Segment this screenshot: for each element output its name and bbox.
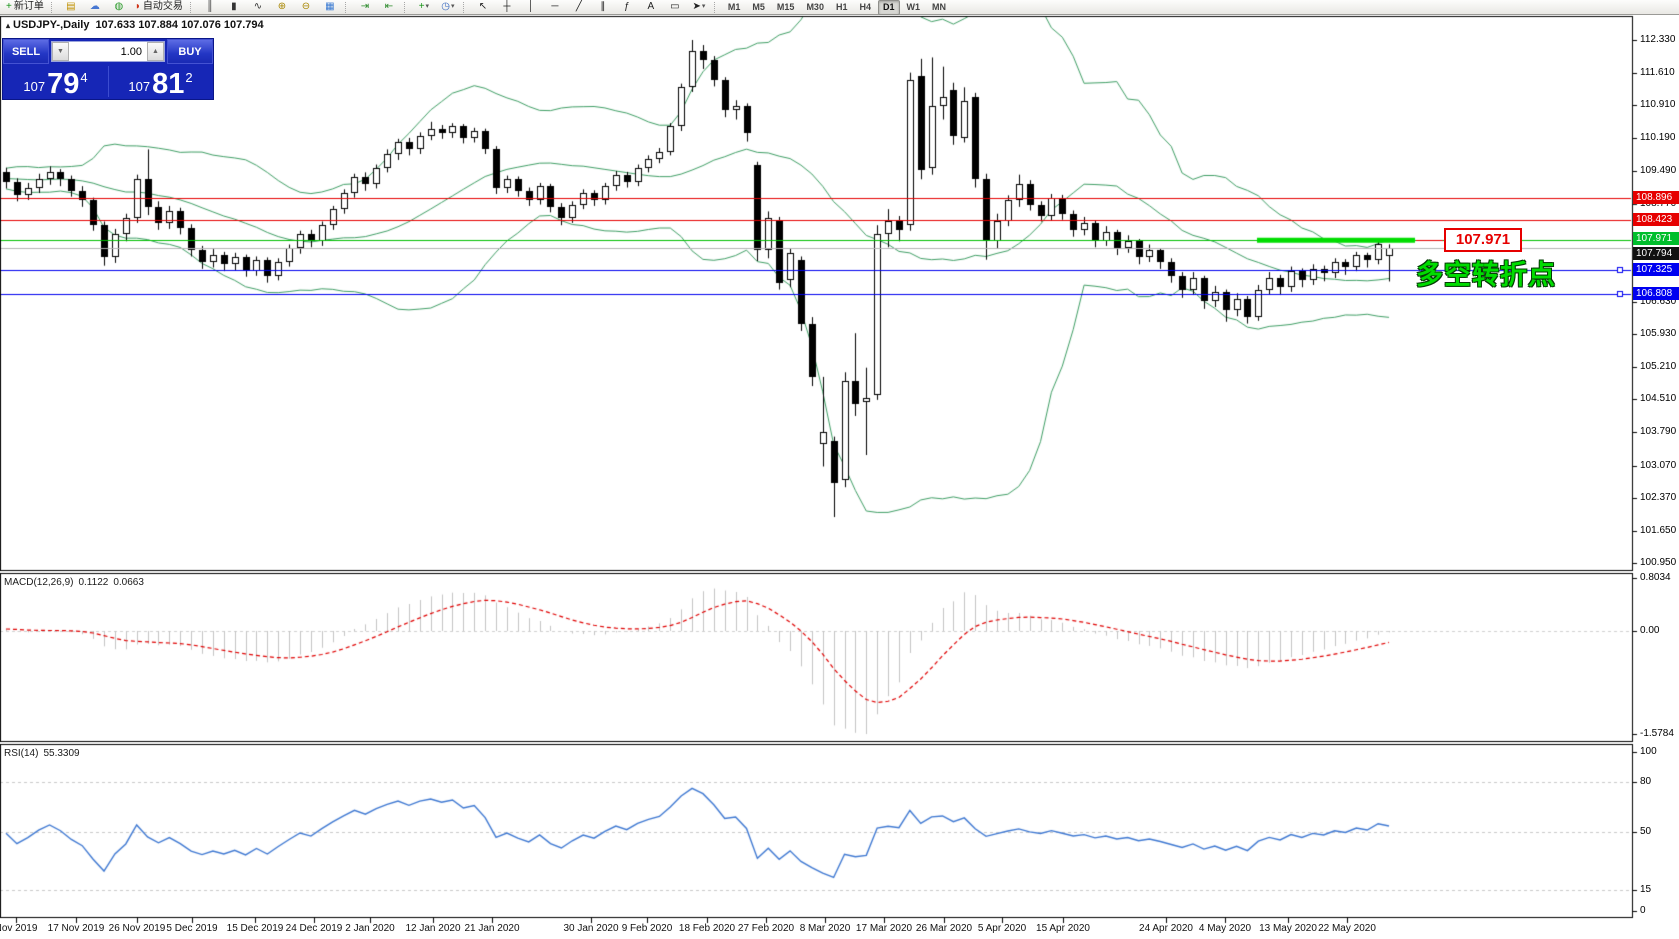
chart-shift-icon: ⇤ <box>384 1 394 12</box>
sell-price-prefix: 107 <box>23 79 46 94</box>
buy-button[interactable]: BUY <box>167 39 213 64</box>
fibonacci-icon: ƒ <box>624 1 630 12</box>
trendline-icon: ╱ <box>575 1 582 12</box>
periods-icon: ◷ <box>441 1 450 12</box>
sell-price[interactable]: 107 79 4 <box>3 64 108 99</box>
zoom-out-button[interactable]: ⊖ <box>295 0 317 15</box>
timeframe-d1[interactable]: D1 <box>877 0 900 15</box>
arrows-icon: ➤ <box>692 1 701 12</box>
volume-decrease-button[interactable]: ▼ <box>52 42 69 61</box>
toolbar-separator <box>50 1 56 13</box>
auto-scroll-button[interactable]: ⇥ <box>354 0 376 15</box>
text-icon: A <box>647 1 655 12</box>
chart-shift-button[interactable]: ⇤ <box>378 0 400 15</box>
timeframe-m30[interactable]: M30 <box>806 2 824 12</box>
timeframe-m15[interactable]: M15 <box>776 2 795 12</box>
timeframe-m5[interactable]: M5 <box>752 2 765 12</box>
cursor-button[interactable]: ↖ <box>472 0 494 15</box>
text-label-button[interactable]: ▭ <box>664 0 686 15</box>
indicators-button[interactable]: + ▾ <box>413 0 435 15</box>
crosshair-icon: ┼ <box>503 1 511 12</box>
periods-button[interactable]: ◷ ▾ <box>437 0 459 15</box>
zoom-out-icon: ⊖ <box>301 1 311 12</box>
chevron-down-icon: ▾ <box>425 3 430 10</box>
volume-input[interactable]: 1.00 <box>120 45 142 58</box>
toolbar-separator <box>462 1 468 13</box>
buy-price-big: 81 <box>152 68 185 100</box>
trendline-button[interactable]: ╱ <box>568 0 590 15</box>
equidistant-channel-button[interactable]: ∥ <box>592 0 614 15</box>
auto-scroll-icon: ⇥ <box>360 1 370 12</box>
text-label-icon: ▭ <box>670 1 680 12</box>
zoom-in-button[interactable]: ⊕ <box>271 0 293 15</box>
toolbar-separator <box>403 1 409 13</box>
cursor-icon: ↖ <box>478 1 488 12</box>
chevron-down-icon: ▾ <box>701 3 706 10</box>
tile-windows-button[interactable]: ▦ <box>319 0 341 15</box>
text-button[interactable]: A <box>640 0 662 15</box>
sell-price-big: 79 <box>47 68 80 100</box>
signals-icon-icon: ◍ <box>114 1 124 12</box>
arrows-button[interactable]: ➤ ▾ <box>688 0 710 15</box>
new-order-button-label: 新订单 <box>13 1 44 12</box>
chevron-down-icon: ▾ <box>451 3 455 10</box>
volume-increase-button[interactable]: ▲ <box>147 42 164 61</box>
autotrade-icon: ◗ <box>134 1 141 12</box>
buy-price-pips: 2 <box>185 70 193 85</box>
crosshair-button[interactable]: ┼ <box>496 0 518 15</box>
candlestick-chart-button[interactable]: ▮ <box>223 0 245 15</box>
zoom-in-icon: ⊕ <box>277 1 287 12</box>
timeframe-h4[interactable]: H4 <box>859 2 871 12</box>
toolbar-separator <box>189 1 195 13</box>
one-click-trade-panel: SELL ▼ 1.00 ▲ BUY 107 79 4 107 81 2 <box>2 38 214 100</box>
sell-price-pips: 4 <box>80 70 88 85</box>
buy-price-prefix: 107 <box>128 79 151 94</box>
vertical-line-button[interactable]: │ <box>520 0 542 15</box>
buy-price[interactable]: 107 81 2 <box>108 64 213 99</box>
equidistant-channel-icon: ∥ <box>600 1 606 12</box>
horizontal-line-icon: ─ <box>551 1 559 12</box>
horizontal-line-button[interactable]: ─ <box>544 0 566 15</box>
timeframe-mn[interactable]: MN <box>932 2 946 12</box>
new-order-icon: + <box>6 1 12 12</box>
bar-chart-button[interactable]: ║ <box>199 0 221 15</box>
signals-icon[interactable]: ◍ <box>108 0 130 15</box>
autotrade-button[interactable]: ◗ 自动交易 <box>132 0 186 15</box>
toolbar-separator <box>713 1 719 13</box>
autotrade-button-label: 自动交易 <box>142 1 183 12</box>
bar-chart-icon: ║ <box>206 1 214 12</box>
main-toolbar: + 新订单 ▤ ☁ ◍ ◗ 自动交易 ║ ▮ ∿ ⊕ ⊖ ▦ ⇥ ⇤ + ▾ ◷ ▾ ↖ ┼ │ ─ ╱ ∥ ƒ A ▭ ➤ ▾ M1 M5 M… <box>0 0 1679 15</box>
chart-cloud-icon-icon: ☁ <box>89 1 100 12</box>
fibonacci-button[interactable]: ƒ <box>616 0 638 15</box>
tile-windows-icon: ▦ <box>325 1 335 12</box>
new-order-button[interactable]: + 新订单 <box>3 0 47 15</box>
sell-button[interactable]: SELL <box>3 39 49 64</box>
line-chart-button[interactable]: ∿ <box>247 0 269 15</box>
price-divider <box>108 66 109 97</box>
timeframe-m1[interactable]: M1 <box>727 2 741 12</box>
candlestick-chart-icon: ▮ <box>231 1 237 12</box>
market-watch-icon[interactable]: ▤ <box>60 0 82 15</box>
chart-cloud-icon[interactable]: ☁ <box>84 0 106 15</box>
market-watch-icon-icon: ▤ <box>66 1 76 12</box>
timeframe-w1[interactable]: W1 <box>906 2 921 12</box>
indicators-icon: + <box>418 1 425 12</box>
vertical-line-icon: │ <box>527 1 535 12</box>
line-chart-icon: ∿ <box>253 1 263 12</box>
toolbar-separator <box>344 1 350 13</box>
timeframe-h1[interactable]: H1 <box>835 2 848 12</box>
